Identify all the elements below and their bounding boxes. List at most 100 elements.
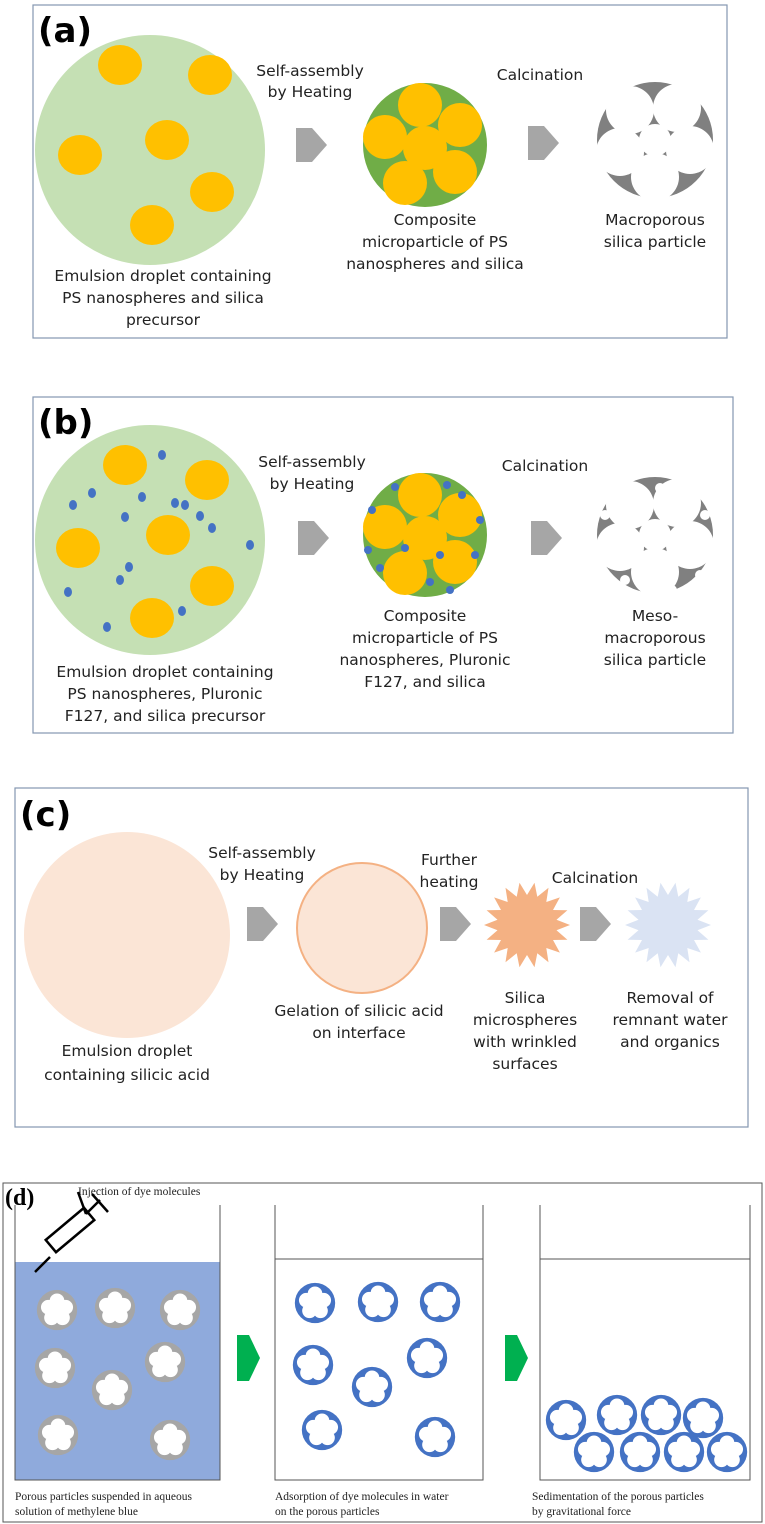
porous-particle (640, 1394, 682, 1436)
caption: Meso- (632, 607, 678, 625)
arrow-label: Self-assembly (258, 453, 366, 471)
porous-particle (351, 1366, 393, 1408)
caption: Silica (505, 989, 546, 1007)
caption: silica particle (604, 651, 706, 669)
caption: Emulsion droplet containing (54, 267, 271, 285)
process-arrow (237, 1335, 260, 1381)
porous-particle (34, 1347, 76, 1389)
porous-particle (159, 1289, 201, 1331)
porous-particle (149, 1419, 191, 1461)
caption: with wrinkled (473, 1033, 577, 1051)
caption: F127, and silica (364, 673, 485, 691)
porous-particle (414, 1416, 456, 1458)
arrow-label: heating (420, 873, 479, 891)
porous-particle (357, 1281, 399, 1323)
caption: on the porous particles (275, 1506, 380, 1518)
porous-particle (292, 1344, 334, 1386)
annotation: Injection of dye molecules (78, 1186, 201, 1198)
porous-particle (545, 1399, 587, 1441)
panel-frame (32, 4, 728, 339)
process-arrow (528, 126, 559, 160)
porous-particle (706, 1431, 748, 1473)
caption: Emulsion droplet (62, 1042, 193, 1060)
process-arrow (296, 128, 327, 162)
caption: Emulsion droplet containing (56, 663, 273, 681)
panel-label: (b) (38, 403, 93, 443)
porous-particle (682, 1397, 724, 1439)
process-arrow (505, 1335, 528, 1381)
caption: Macroporous (605, 211, 705, 229)
caption: nanospheres, Pluronic (339, 651, 510, 669)
panel-frame (2, 1182, 763, 1523)
porous-particle (419, 1281, 461, 1323)
caption: containing silicic acid (44, 1066, 210, 1084)
caption: macroporous (604, 629, 705, 647)
caption: PS nanospheres, Pluronic (67, 685, 262, 703)
panel-frame (14, 787, 749, 1128)
beaker (14, 1205, 221, 1481)
arrow-label: by Heating (270, 475, 355, 493)
porous-particle (663, 1431, 705, 1473)
beaker (274, 1205, 484, 1481)
caption: on interface (312, 1024, 405, 1042)
emulsion-droplet (24, 832, 230, 1038)
arrow-label: by Heating (268, 83, 353, 101)
porous-particle (36, 1289, 78, 1331)
arrow-label: Calcination (552, 869, 638, 887)
caption: precursor (126, 311, 201, 329)
caption: remnant water (613, 1011, 729, 1029)
mesomacroporous-particle (596, 477, 714, 596)
caption: by gravitational force (532, 1506, 631, 1518)
arrow-label: Calcination (502, 457, 588, 475)
caption: and organics (620, 1033, 720, 1051)
porous-particle (619, 1431, 661, 1473)
caption: silica particle (604, 233, 706, 251)
panel-label: (a) (38, 11, 92, 51)
process-arrow (440, 907, 471, 941)
caption: solution of methylene blue (15, 1506, 138, 1518)
caption: Sedimentation of the porous particles (532, 1491, 704, 1503)
porous-particle (294, 1282, 336, 1324)
caption: Removal of (626, 989, 714, 1007)
caption: microspheres (473, 1011, 577, 1029)
panel-frame (32, 396, 734, 734)
arrow-label: by Heating (220, 866, 305, 884)
porous-particle (596, 1394, 638, 1436)
arrow-label: Calcination (497, 66, 583, 84)
caption: Composite (384, 607, 467, 625)
emulsion-droplet (35, 35, 265, 265)
gel-particle (296, 862, 428, 994)
arrow-label: Further (421, 851, 478, 869)
panel-label: (c) (20, 795, 71, 835)
caption: PS nanospheres and silica (62, 289, 264, 307)
process-arrow (531, 521, 562, 555)
arrow-label: Self-assembly (256, 62, 364, 80)
emulsion-droplet (35, 425, 265, 655)
caption: F127, and silica precursor (65, 707, 266, 725)
wrinkled-particle (484, 882, 570, 968)
porous-particle (94, 1287, 136, 1329)
syringe (34, 1191, 109, 1273)
caption: Adsorption of dye molecules in water (275, 1491, 449, 1503)
arrow-label: Self-assembly (208, 844, 316, 862)
panel-label: (d) (5, 1185, 34, 1211)
porous-particle (301, 1409, 343, 1451)
porous-particle (573, 1431, 615, 1473)
process-arrow (298, 521, 329, 555)
composite-particle (363, 83, 487, 207)
porous-particle (91, 1369, 133, 1411)
macroporous-particle (596, 82, 714, 201)
calcined-particle (625, 882, 711, 968)
porous-particle (144, 1341, 186, 1383)
process-arrow (247, 907, 278, 941)
caption: microparticle of PS (362, 233, 508, 251)
caption: Porous particles suspended in aqueous (15, 1491, 192, 1503)
porous-particle (37, 1414, 79, 1456)
caption: nanospheres and silica (346, 255, 524, 273)
process-arrow (580, 907, 611, 941)
porous-particle (406, 1337, 448, 1379)
composite-particle (363, 473, 487, 597)
caption: microparticle of PS (352, 629, 498, 647)
beaker (539, 1205, 751, 1481)
caption: Gelation of silicic acid (274, 1002, 443, 1020)
